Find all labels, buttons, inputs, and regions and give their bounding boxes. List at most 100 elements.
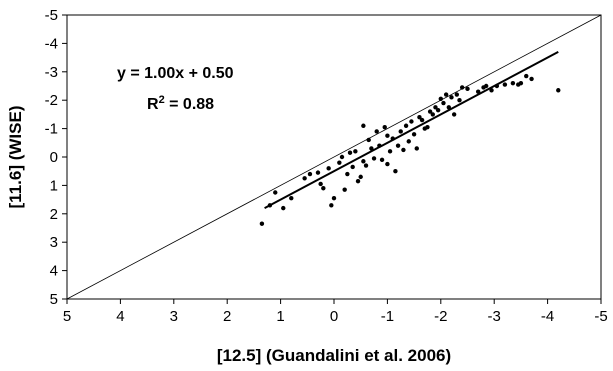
data-point [441, 100, 446, 106]
data-point [449, 95, 454, 100]
data-point [337, 160, 342, 165]
data-point [361, 123, 366, 128]
x-tick-label: -4 [541, 308, 554, 325]
x-tick-label: -2 [434, 308, 447, 325]
data-point [454, 92, 460, 97]
r-squared-label: R2 = 0.88 [147, 94, 214, 113]
data-point [403, 123, 409, 128]
r-squared-superscript: 2 [159, 94, 165, 106]
data-point [556, 88, 561, 93]
data-point [489, 88, 494, 93]
data-point [435, 107, 441, 113]
x-tick-label: 0 [330, 308, 338, 325]
data-point [446, 105, 452, 110]
data-point [401, 147, 406, 153]
data-point [387, 149, 393, 154]
fit-equation: y = 1.00x + 0.50 [117, 65, 234, 82]
data-point [433, 105, 438, 110]
data-point [398, 129, 403, 134]
data-point [518, 80, 524, 86]
r-squared-value: = 0.88 [165, 96, 214, 113]
x-tick-label: -5 [594, 308, 607, 325]
data-point [321, 186, 326, 191]
data-point [358, 174, 363, 180]
data-point [382, 124, 387, 130]
data-point [417, 115, 422, 120]
y-tick-label: 3 [50, 234, 58, 251]
data-point [273, 190, 278, 195]
data-point [385, 133, 390, 138]
data-point [353, 149, 358, 154]
data-point [465, 86, 470, 92]
data-point [302, 176, 307, 181]
x-tick-label: 4 [116, 308, 124, 325]
data-point [318, 181, 323, 187]
data-point [451, 112, 457, 117]
data-point [347, 150, 353, 155]
data-point [355, 178, 361, 184]
data-point [459, 85, 465, 90]
fit-layer [264, 51, 559, 210]
data-point [502, 82, 508, 87]
axis-ticks: 5 4 3 2 1 0 -1 -2 -3 -4 -5 -5 -4 -3 -2 -1 0 1 2 3 4 5 [45, 7, 608, 325]
data-point [483, 83, 489, 89]
data-point [494, 83, 500, 89]
data-point [529, 76, 534, 82]
data-point [369, 146, 374, 151]
data-point [329, 203, 334, 208]
data-point [393, 169, 398, 174]
y-tick-label: -4 [45, 35, 58, 52]
data-point [374, 129, 379, 134]
data-point [457, 98, 462, 103]
data-point [419, 117, 425, 123]
data-point [385, 161, 390, 167]
y-tick-label: 1 [50, 177, 58, 194]
data-point [366, 137, 371, 143]
data-point [443, 92, 449, 97]
y-axis-title: [11.6] (WISE) [6, 106, 25, 209]
reference-layer [66, 14, 602, 300]
data-point [411, 132, 417, 137]
data-point [425, 124, 430, 130]
data-point [363, 163, 369, 168]
y-tick-label: 4 [50, 263, 58, 280]
y-tick-label: -3 [45, 64, 58, 81]
data-point [438, 96, 443, 101]
data-point [414, 146, 419, 151]
data-point [315, 170, 321, 175]
x-tick-label: 5 [63, 308, 71, 325]
x-tick-label: -1 [381, 308, 394, 325]
data-point [307, 171, 313, 177]
data-point [510, 80, 516, 86]
data-point [524, 73, 529, 79]
data-point [267, 203, 273, 208]
data-point [371, 156, 377, 161]
data-point [289, 195, 294, 201]
r-squared-prefix: R [147, 96, 159, 113]
data-point [379, 157, 385, 163]
data-point [350, 164, 355, 170]
data-point [259, 221, 265, 226]
data-point [281, 205, 286, 211]
y-tick-label: -2 [45, 92, 58, 109]
data-point [361, 159, 366, 164]
x-tick-label: -3 [488, 308, 501, 325]
one-to-one-line [66, 14, 602, 300]
data-point [406, 139, 411, 144]
y-tick-label: 0 [50, 149, 58, 166]
x-tick-label: 3 [170, 308, 178, 325]
data-point [390, 136, 395, 141]
data-point [409, 119, 414, 124]
data-point [345, 171, 350, 177]
x-tick-label: 1 [276, 308, 284, 325]
data-point [326, 166, 331, 171]
y-tick-label: 2 [50, 206, 58, 223]
data-point [395, 143, 401, 148]
data-point [430, 112, 435, 117]
data-point [377, 143, 382, 148]
y-tick-label: -5 [45, 7, 58, 24]
data-point [427, 109, 433, 114]
x-tick-label: 2 [223, 308, 231, 325]
data-point [339, 154, 345, 160]
